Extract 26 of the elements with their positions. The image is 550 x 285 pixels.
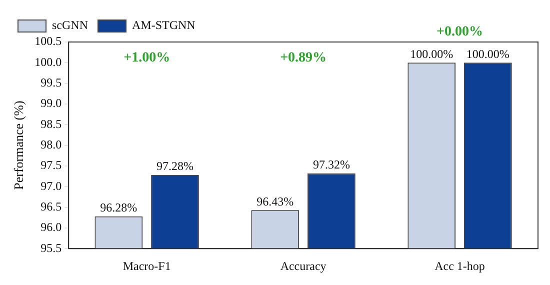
y-tick-label: 100.5 xyxy=(34,34,62,48)
y-tick-label: 96.5 xyxy=(40,199,62,214)
legend-label: scGNN xyxy=(52,18,88,32)
data-label: 100.00% xyxy=(410,46,454,61)
annotation: +1.00% xyxy=(124,50,170,66)
y-tick-label: 96.0 xyxy=(40,220,62,234)
annotation: +0.89% xyxy=(280,50,327,66)
data-label: 97.28% xyxy=(156,159,194,174)
y-tick-label: 98.0 xyxy=(40,137,62,152)
y-tick-label: 98.5 xyxy=(40,116,62,131)
data-label: 100.00% xyxy=(466,46,510,61)
data-label: 97.32% xyxy=(312,158,350,172)
data-label: 96.43% xyxy=(256,194,294,208)
y-tick-label: 100.0 xyxy=(34,54,62,69)
data-label: 96.28% xyxy=(100,200,138,215)
x-tick-label: Macro-F1 xyxy=(122,258,171,273)
y-tick-label: 97.5 xyxy=(40,158,62,172)
y-tick-label: 99.5 xyxy=(40,75,62,90)
x-tick-label: Acc 1-hop xyxy=(434,258,485,273)
y-axis-title: Performance (%) xyxy=(11,100,26,190)
text: +0.00% xyxy=(436,24,484,40)
y-tick-label: 97.0 xyxy=(40,178,62,193)
legend-label: AM-STGNN xyxy=(132,18,196,32)
x-tick-label: Accuracy xyxy=(280,258,326,273)
y-tick-label: 95.5 xyxy=(40,240,62,255)
y-tick-label: 99.0 xyxy=(40,96,62,110)
